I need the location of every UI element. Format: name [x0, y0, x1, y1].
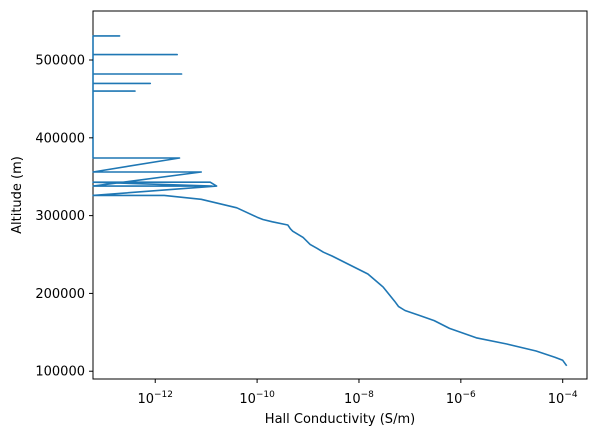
y-tick-label: 300000: [35, 209, 85, 224]
series-line: [92, 35, 568, 367]
y-axis-ticks: 100000 200000 300000 400000 500000: [35, 54, 93, 380]
y-tick-label: 200000: [35, 287, 85, 302]
x-tick-label: 10−10: [239, 390, 275, 407]
x-axis-ticks: 10−12 10−10 10−8 10−6 10−4: [137, 379, 578, 407]
x-tick-label: 10−12: [137, 390, 173, 407]
x-tick-label: 10−8: [344, 390, 374, 407]
y-axis-label: Altitude (m): [10, 156, 25, 234]
y-tick-label: 400000: [35, 131, 85, 146]
x-axis-label: Hall Conductivity (S/m): [265, 412, 415, 427]
x-tick-label: 10−4: [548, 390, 578, 407]
x-tick-label: 10−6: [446, 390, 476, 407]
y-tick-label: 500000: [35, 54, 85, 69]
y-tick-label: 100000: [35, 365, 85, 380]
